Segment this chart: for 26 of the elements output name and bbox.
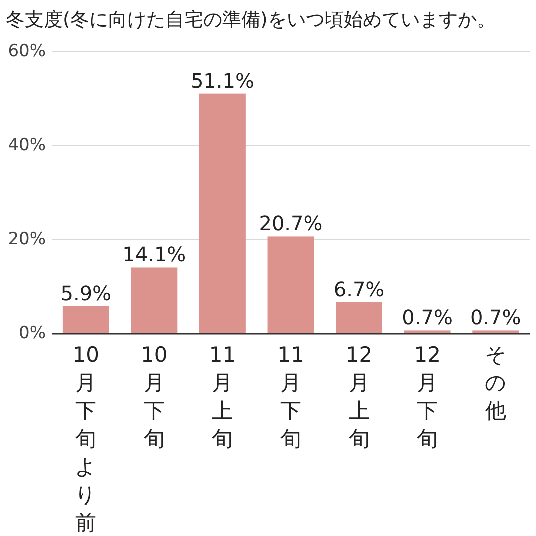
x-tick-label: 12月上旬 — [346, 343, 373, 451]
bar — [472, 330, 520, 334]
bar — [62, 306, 110, 334]
x-tick-label: 10月下旬より前 — [72, 343, 100, 535]
y-tick-label: 20% — [8, 230, 46, 250]
x-tick-label: その他 — [484, 343, 507, 423]
bar — [404, 330, 451, 334]
x-tick-label: 11月上旬 — [209, 343, 236, 451]
x-tick-label: 10月下旬 — [141, 343, 168, 451]
data-label: 51.1% — [190, 68, 254, 93]
y-tick-label: 0% — [19, 324, 46, 344]
chart-title: 冬支度(冬に向けた自宅の準備)をいつ頃始めていますか。 — [6, 9, 496, 31]
bar — [199, 94, 246, 334]
data-label: 14.1% — [122, 242, 186, 267]
y-tick-label: 60% — [8, 42, 46, 62]
x-tick-label: 11月下旬 — [278, 343, 304, 451]
data-label: 0.7% — [402, 306, 453, 330]
bar — [336, 302, 383, 334]
bar — [131, 268, 178, 334]
x-tick-label: 12月下旬 — [414, 343, 441, 451]
data-label: 6.7% — [334, 278, 385, 302]
bar — [268, 236, 314, 334]
data-label: 20.7% — [259, 212, 323, 236]
data-label: 0.7% — [470, 306, 522, 330]
y-tick-label: 40% — [8, 136, 46, 156]
data-label: 5.9% — [60, 281, 112, 306]
